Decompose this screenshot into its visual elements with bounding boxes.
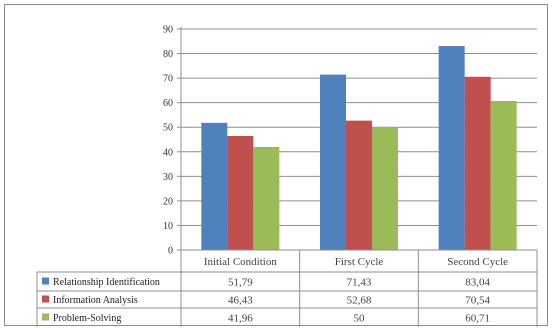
chart-frame: 0 10 20 30 40 50 60 70 80 90 Initial Condition Fir… [4, 4, 548, 327]
bar-problem-solving-second-cycle [490, 100, 517, 251]
data-label-problem-solving-first-cycle: 50 [354, 313, 366, 325]
bars [201, 46, 517, 251]
bar-relationship-identification-second-cycle [438, 46, 465, 250]
y-tick-label: 20 [163, 196, 173, 207]
bar-information-analysis-first-cycle [346, 120, 372, 251]
bar-information-analysis-second-cycle [464, 76, 491, 250]
legend-label-relationship-identification: Relationship Identification [53, 277, 160, 288]
y-tick-label: 30 [163, 172, 173, 183]
y-tick-label: 50 [163, 123, 173, 134]
data-label-information-analysis-second-cycle: 70,54 [465, 295, 490, 307]
bar-problem-solving-initial-condition [253, 146, 280, 250]
data-label-relationship-identification-initial-condition: 51,79 [228, 277, 253, 289]
y-tick-label: 60 [163, 98, 173, 109]
legend-swatch-relationship-identification [42, 277, 49, 285]
bar-relationship-identification-initial-condition [201, 122, 228, 250]
legend-swatch-information-analysis [42, 295, 49, 303]
category-label-initial-condition: Initial Condition [204, 256, 278, 268]
category-label-first-cycle: First Cycle [335, 256, 384, 268]
y-tick-label: 90 [163, 25, 173, 36]
legend-label-problem-solving: Problem-Solving [53, 313, 121, 324]
data-label-relationship-identification-first-cycle: 71,43 [347, 277, 372, 289]
data-table: Initial Condition First Cycle Second Cycle… [36, 249, 538, 327]
y-tick-label: 10 [163, 221, 173, 232]
category-label-second-cycle: Second Cycle [447, 256, 508, 268]
legend-swatch-problem-solving [42, 313, 49, 321]
data-label-information-analysis-first-cycle: 52,68 [347, 295, 372, 307]
legend-label-information-analysis: Information Analysis [53, 295, 138, 306]
y-tick-label: 80 [163, 49, 173, 60]
y-tick-label: 40 [163, 147, 173, 158]
data-label-relationship-identification-second-cycle: 83,04 [465, 277, 490, 289]
bar-relationship-identification-first-cycle [320, 74, 346, 250]
bar-chart: 0 10 20 30 40 50 60 70 80 90 Initial Condition Fir… [36, 25, 538, 327]
axes: 0 10 20 30 40 50 60 70 80 90 [163, 25, 182, 257]
data-label-information-analysis-initial-condition: 46,43 [228, 295, 253, 307]
data-label-problem-solving-second-cycle: 60,71 [465, 313, 490, 325]
data-label-problem-solving-initial-condition: 41,96 [228, 313, 253, 325]
bar-problem-solving-first-cycle [372, 127, 398, 250]
bar-information-analysis-initial-condition [227, 135, 254, 250]
y-tick-label: 70 [163, 74, 173, 85]
y-tick-label: 0 [168, 246, 173, 257]
